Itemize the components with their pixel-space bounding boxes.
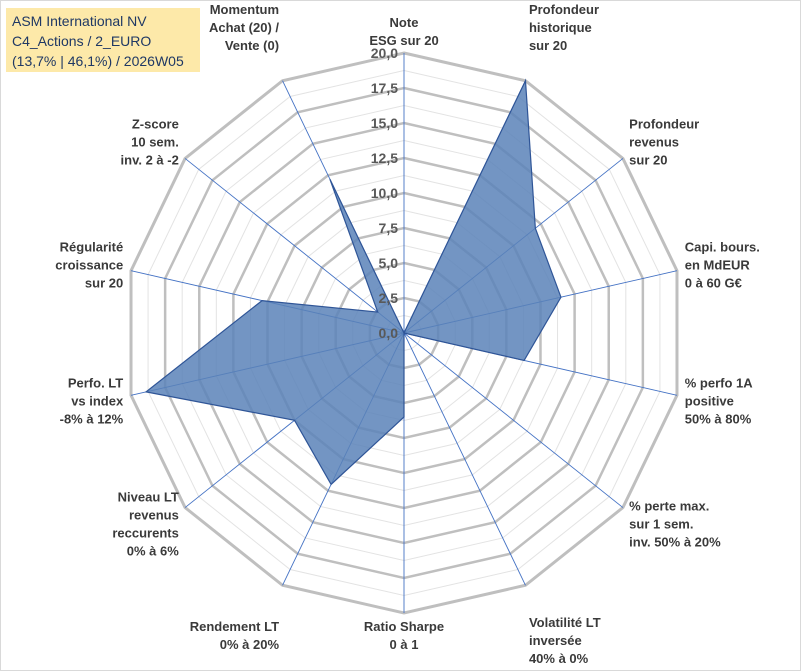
axis-label-line: vs index	[71, 394, 124, 409]
axis-label: Note ESG sur 20	[369, 15, 438, 48]
axis-label-line: historique	[529, 20, 592, 35]
axis-label-line: 0 à 1	[390, 637, 419, 652]
tick-label: 15,0	[371, 115, 398, 131]
axis-label-line: Rendement LT	[190, 619, 279, 634]
axis-label: Ratio Sharpe 0 à 1	[364, 619, 444, 652]
axis-label-line: Capi. bours.	[685, 239, 760, 254]
axis-label-line: Ratio Sharpe	[364, 619, 444, 634]
axis-label: Perfo. LT vs index -8% à 12%	[60, 376, 124, 427]
tick-label: 7,5	[379, 220, 399, 236]
axis-label-line: positive	[685, 394, 734, 409]
axis-label-line: en MdEUR	[685, 257, 751, 272]
radar-axis-labels: Note ESG sur 20 Profondeur historique sur 20…	[55, 2, 760, 666]
axis-label-line: Profondeur	[629, 117, 699, 132]
axis-label-line: Achat (20) /	[209, 20, 279, 35]
axis-label-line: Note	[390, 15, 419, 30]
axis-label: % perfo 1A positive 50% à 80%	[685, 376, 754, 427]
axis-label-line: sur 20	[85, 275, 123, 290]
axis-label: Momentum Achat (20) / Vente (0)	[209, 2, 279, 53]
radar-tick-labels: 0,0 2,5 5,0 7,5 10,0 12,5 15,0 17,5 20,0	[371, 45, 398, 341]
axis-label-line: reccurents	[112, 525, 178, 540]
radar-spoke	[184, 158, 405, 334]
axis-label: Profondeur historique sur 20	[529, 2, 599, 53]
axis-label-line: -8% à 12%	[60, 412, 124, 427]
axis-label-line: Profondeur	[529, 2, 599, 17]
radar-spoke	[403, 332, 526, 586]
axis-label-line: % perfo 1A	[685, 376, 754, 391]
tick-label: 17,5	[371, 80, 398, 96]
axis-label-line: Momentum	[210, 2, 279, 17]
axis-label: % perte max. sur 1 sem. inv. 50% à 20%	[629, 498, 721, 549]
axis-label-line: Régularité	[60, 239, 124, 254]
tick-label: 5,0	[379, 255, 399, 271]
radar-series	[144, 78, 562, 486]
axis-label: Niveau LT revenus reccurents 0% à 6%	[112, 489, 179, 558]
axis-label-line: inv. 2 à -2	[121, 153, 179, 168]
axis-label-line: sur 20	[529, 38, 567, 53]
axis-label-line: 0% à 6%	[127, 543, 179, 558]
axis-label-line: 0% à 20%	[220, 637, 280, 652]
axis-label: Rendement LT 0% à 20%	[190, 619, 280, 652]
radar-spoke	[403, 332, 624, 508]
axis-label-line: % perte max.	[629, 498, 709, 513]
category-label: C4_Actions / 2_EURO	[12, 33, 152, 49]
axis-label-line: 40% à 0%	[529, 651, 589, 666]
axis-label-line: 0 à 60 G€	[685, 275, 742, 290]
axis-label-line: ESG sur 20	[369, 33, 438, 48]
chart-title-box: ASM International NV C4_Actions / 2_EURO…	[6, 8, 200, 72]
axis-label-line: sur 20	[629, 153, 667, 168]
axis-label-line: 50% à 80%	[685, 412, 752, 427]
axis-label-line: revenus	[129, 507, 179, 522]
axis-label: Capi. bours. en MdEUR 0 à 60 G€	[685, 239, 760, 290]
tick-label: 2,5	[379, 290, 399, 306]
axis-label-line: croissance	[55, 257, 123, 272]
axis-label-line: inv. 50% à 20%	[629, 534, 721, 549]
tick-label: 12,5	[371, 150, 398, 166]
company-name: ASM International NV	[12, 13, 147, 29]
axis-label: Régularité croissance sur 20	[55, 239, 123, 290]
axis-label: Z-score 10 sem. inv. 2 à -2	[121, 117, 179, 168]
axis-label-line: Niveau LT	[118, 489, 179, 504]
axis-label-line: Vente (0)	[225, 38, 279, 53]
tick-label: 0,0	[379, 325, 399, 341]
axis-label-line: Volatilité LT	[529, 615, 601, 630]
series-area	[144, 78, 562, 486]
axis-label: Volatilité LT inversée 40% à 0%	[529, 615, 601, 666]
axis-label-line: Z-score	[132, 117, 179, 132]
axis-label-line: Perfo. LT	[68, 376, 123, 391]
stats-label: (13,7% | 46,1%) / 2026W05	[12, 53, 184, 69]
axis-label: Profondeur revenus sur 20	[629, 117, 699, 168]
axis-label-line: 10 sem.	[131, 135, 179, 150]
axis-label-line: inversée	[529, 633, 582, 648]
tick-label: 10,0	[371, 185, 398, 201]
axis-label-line: sur 1 sem.	[629, 516, 693, 531]
axis-label-line: revenus	[629, 135, 679, 150]
tick-label: 20,0	[371, 45, 398, 61]
